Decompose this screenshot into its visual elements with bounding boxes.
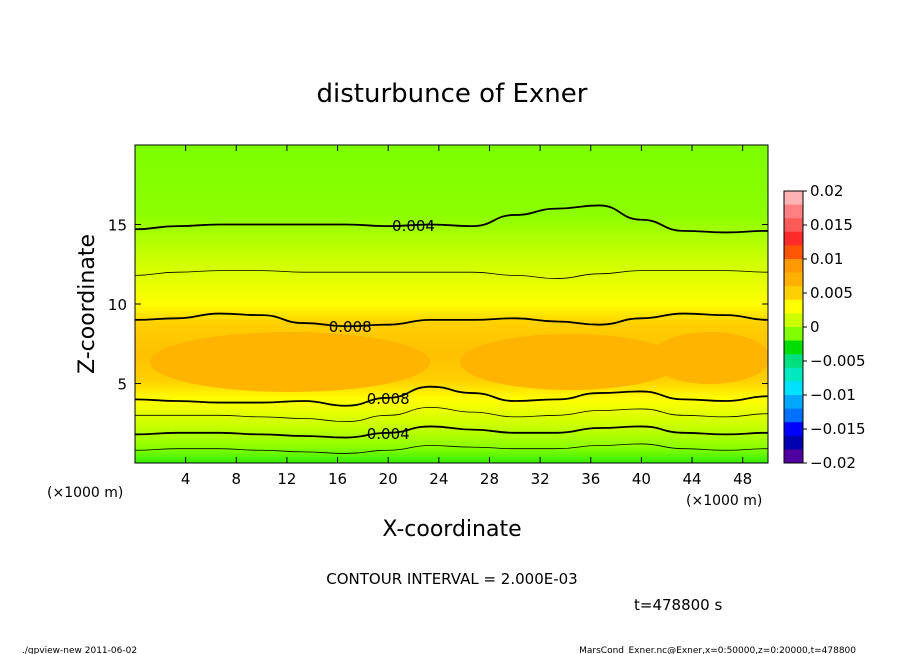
colorbar-segment — [784, 259, 803, 274]
contour-labels: 0.004 0.008 0.008 0.004 — [329, 217, 435, 443]
colorbar-label: 0.01 — [810, 250, 843, 268]
colorbar-label: 0.005 — [810, 284, 853, 302]
colorbar-label: −0.015 — [810, 420, 866, 438]
chart-title: disturbunce of Exner — [317, 79, 588, 109]
y-axis-label: Z-coordinate — [75, 234, 100, 374]
y-axis-ticks: 5 10 15 — [108, 217, 768, 394]
contour-label: 0.004 — [392, 217, 435, 235]
contour-interval-text: CONTOUR INTERVAL = 2.000E-03 — [326, 570, 577, 588]
colorbar-label: −0.005 — [810, 352, 866, 370]
x-tick-label: 48 — [733, 470, 752, 488]
x-tick-label: 4 — [181, 470, 191, 488]
colorbar-segment — [784, 272, 803, 287]
x-tick-label: 16 — [328, 470, 347, 488]
contour-label: 0.008 — [329, 318, 372, 336]
x-axis-label: X-coordinate — [382, 517, 521, 542]
x-tick-label: 44 — [682, 470, 701, 488]
y-tick-label: 5 — [117, 376, 127, 394]
colorbar-segment — [784, 286, 803, 301]
plot-area — [135, 145, 768, 463]
colorbar-segment — [784, 395, 803, 410]
colorbar-segment — [784, 422, 803, 437]
colorbar-segment — [784, 313, 803, 328]
x-tick-label: 32 — [531, 470, 550, 488]
x-unit-label: (×1000 m) — [47, 485, 123, 501]
colorbar-segment — [784, 449, 803, 464]
field-maximum-blob — [460, 334, 680, 390]
footer-right: MarsCond_Exner.nc@Exner,x=0:50000,z=0:20… — [579, 646, 856, 654]
field-maximum-blob — [150, 332, 430, 392]
time-stamp: t=478800 s — [634, 596, 722, 614]
contour-line — [135, 270, 768, 279]
colorbar-segment — [784, 340, 803, 355]
y-tick-label: 10 — [108, 296, 127, 314]
colorbar-segment — [784, 408, 803, 423]
contour-label: 0.004 — [367, 425, 410, 443]
colorbar-segment — [784, 381, 803, 396]
colorbar-segment — [784, 245, 803, 260]
x-axis-ticks: 4 8 12 16 20 24 28 32 36 40 44 48 — [181, 145, 752, 488]
contour-lines — [135, 204, 768, 454]
x-tick-label: 12 — [277, 470, 296, 488]
x-tick-label: 28 — [480, 470, 499, 488]
y-tick-label: 15 — [108, 217, 127, 235]
colorbar-label: 0 — [810, 318, 820, 336]
x-tick-label: 40 — [632, 470, 651, 488]
colorbar-label: −0.01 — [810, 386, 856, 404]
colorbar-segment — [784, 218, 803, 233]
colorbar-segment — [784, 367, 803, 382]
footer-left: ./gpview-new 2011-06-02 — [22, 646, 137, 654]
contour-line — [135, 443, 768, 454]
colorbar-label: −0.02 — [810, 454, 856, 472]
colorbar-segment — [784, 354, 803, 369]
contour-label: 0.008 — [367, 390, 410, 408]
contour-line — [135, 385, 768, 407]
colorbar-segment — [784, 327, 803, 342]
colorbar-segment — [784, 435, 803, 450]
colorbar-segment — [784, 231, 803, 246]
contour-line — [135, 425, 768, 439]
contour-line — [135, 312, 768, 328]
x-tick-label: 24 — [429, 470, 448, 488]
colorbar-label: 0.015 — [810, 216, 853, 234]
colorbar-segment — [784, 299, 803, 314]
colorbar-label: 0.02 — [810, 182, 843, 200]
x-tick-label: 8 — [232, 470, 242, 488]
field-maximum-blob — [650, 332, 768, 384]
x-tick-label: 36 — [581, 470, 600, 488]
contour-line — [135, 406, 768, 423]
x-unit-label-right: (×1000 m) — [686, 493, 762, 509]
x-tick-label: 20 — [379, 470, 398, 488]
colorbar-segment — [784, 191, 803, 206]
colorbar: 0.02 0.015 0.01 0.005 0 −0.005 −0.01 −0.015 −0.0… — [783, 182, 866, 472]
colorbar-segment — [784, 204, 803, 219]
contour-line — [135, 204, 768, 234]
